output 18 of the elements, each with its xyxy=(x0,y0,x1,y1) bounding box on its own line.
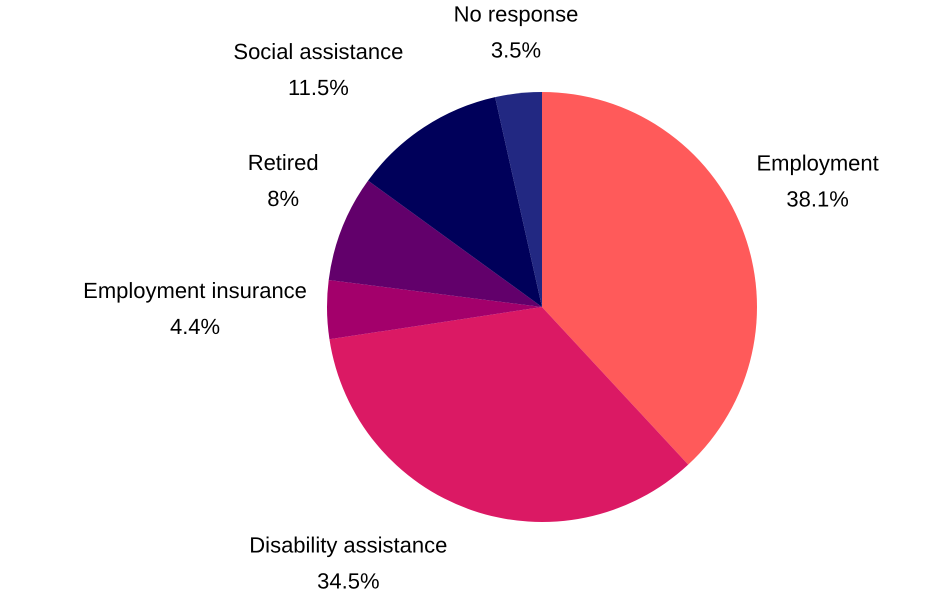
data-label: 34.5% xyxy=(317,568,380,591)
data-label: 11.5% xyxy=(288,74,349,100)
slice-label: No response xyxy=(454,1,578,26)
data-label: 3.5% xyxy=(490,37,542,62)
slice-label: Employment insurance xyxy=(83,278,307,303)
data-label: 38.1% xyxy=(786,186,849,212)
slice-label: Social assistance xyxy=(233,38,404,64)
pie-slice xyxy=(328,180,542,307)
pie-slice xyxy=(368,97,542,307)
slice-label: Employment xyxy=(756,150,879,176)
pie-slice xyxy=(495,92,542,307)
slice-label: Disability assistance xyxy=(249,532,448,558)
pie-slice xyxy=(329,307,688,522)
pie-slice xyxy=(542,92,757,465)
data-label: 4.4% xyxy=(170,314,220,339)
data-label: 8% xyxy=(267,186,300,211)
slice-label: Retired xyxy=(248,150,319,175)
pie-slice xyxy=(327,280,542,340)
